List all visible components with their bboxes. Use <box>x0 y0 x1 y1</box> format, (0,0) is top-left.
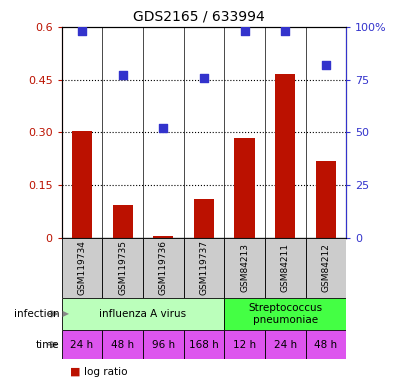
Bar <box>306 330 346 359</box>
Bar <box>265 238 306 298</box>
Bar <box>275 74 295 238</box>
Text: Streptococcus
pneumoniae: Streptococcus pneumoniae <box>248 303 322 325</box>
Point <box>160 125 166 131</box>
Point <box>323 62 329 68</box>
Text: 48 h: 48 h <box>314 339 338 350</box>
Text: GSM119736: GSM119736 <box>159 240 168 295</box>
Text: influenza A virus: influenza A virus <box>100 309 187 319</box>
Text: infection: infection <box>14 309 60 319</box>
Text: 48 h: 48 h <box>111 339 134 350</box>
Text: GSM84211: GSM84211 <box>281 243 290 292</box>
Text: time: time <box>36 339 60 350</box>
Bar <box>62 330 102 359</box>
Point <box>201 74 207 81</box>
Point <box>79 28 85 34</box>
Point <box>282 28 289 34</box>
Text: GSM84213: GSM84213 <box>240 243 249 292</box>
Text: ■: ■ <box>70 367 80 377</box>
Bar <box>62 298 224 330</box>
Bar <box>316 161 336 238</box>
Text: 96 h: 96 h <box>152 339 175 350</box>
Point <box>242 28 248 34</box>
Bar <box>113 205 133 238</box>
Text: GSM119737: GSM119737 <box>199 240 209 295</box>
Bar <box>72 131 92 238</box>
Bar <box>224 298 346 330</box>
Bar <box>183 330 224 359</box>
Bar <box>306 238 346 298</box>
Point <box>119 73 126 79</box>
Text: GSM119734: GSM119734 <box>78 240 86 295</box>
Bar <box>143 238 183 298</box>
Text: GSM84212: GSM84212 <box>322 243 330 292</box>
Text: 12 h: 12 h <box>233 339 256 350</box>
Text: GDS2165 / 633994: GDS2165 / 633994 <box>133 10 265 23</box>
Text: GSM119735: GSM119735 <box>118 240 127 295</box>
Text: log ratio: log ratio <box>84 367 127 377</box>
Bar <box>183 238 224 298</box>
Bar <box>224 330 265 359</box>
Text: 24 h: 24 h <box>70 339 94 350</box>
Text: 168 h: 168 h <box>189 339 219 350</box>
Text: ▶: ▶ <box>60 310 69 318</box>
Bar <box>265 330 306 359</box>
Bar <box>143 330 183 359</box>
Bar <box>62 238 102 298</box>
Bar <box>102 238 143 298</box>
Text: 24 h: 24 h <box>274 339 297 350</box>
Bar <box>234 138 255 238</box>
Bar <box>224 238 265 298</box>
Bar <box>153 236 174 238</box>
Bar <box>194 199 214 238</box>
Bar <box>102 330 143 359</box>
